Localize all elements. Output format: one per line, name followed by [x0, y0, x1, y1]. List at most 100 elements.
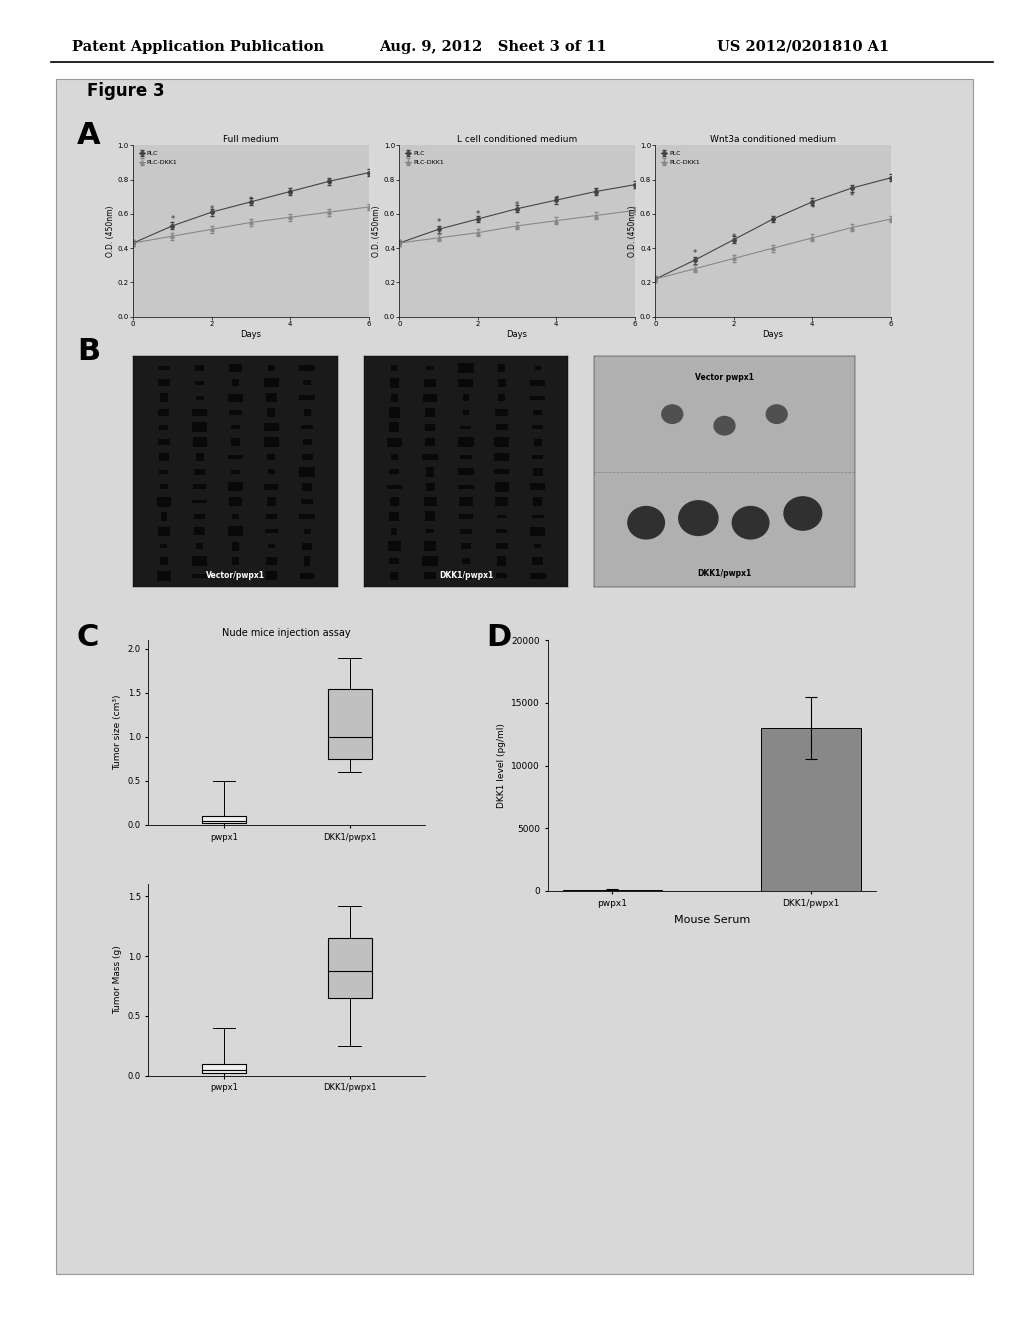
Bar [531, 425, 544, 429]
Bar [534, 409, 542, 416]
Legend: PLC, PLC-DKK1: PLC, PLC-DKK1 [136, 148, 180, 168]
Bar [195, 527, 205, 536]
Bar [529, 573, 546, 578]
Bar [302, 543, 312, 549]
Bar [530, 396, 545, 400]
Bar [228, 527, 243, 536]
Bar [425, 511, 435, 521]
Bar [463, 393, 469, 401]
Bar [426, 366, 434, 371]
Bar [228, 483, 243, 491]
Bar [389, 512, 399, 520]
Bar [389, 422, 399, 433]
Text: DKK1/pwpx1: DKK1/pwpx1 [697, 569, 752, 578]
Bar [302, 454, 312, 459]
Bar [158, 379, 170, 387]
Bar [531, 515, 544, 519]
Bar [496, 543, 508, 549]
Title: Nude mice injection assay: Nude mice injection assay [222, 628, 351, 638]
Circle shape [628, 507, 665, 539]
Bar [193, 437, 207, 447]
Bar [391, 454, 397, 459]
Text: *: * [436, 218, 440, 227]
Bar [268, 470, 274, 474]
Text: C: C [77, 623, 99, 652]
Bar [497, 573, 507, 578]
Text: *: * [554, 194, 558, 203]
Bar [159, 454, 169, 461]
Bar [495, 437, 509, 447]
Bar [228, 455, 243, 459]
Bar [195, 381, 205, 384]
Bar [495, 498, 509, 506]
Bar [461, 425, 471, 429]
X-axis label: Days: Days [241, 330, 261, 339]
Circle shape [679, 500, 718, 536]
Bar [387, 437, 401, 447]
Bar [761, 727, 860, 891]
Y-axis label: DKK1 level (pg/ml): DKK1 level (pg/ml) [497, 723, 506, 808]
Bar [390, 498, 398, 506]
Text: A: A [77, 121, 100, 150]
Bar [191, 500, 208, 503]
Bar [231, 379, 240, 387]
Bar [196, 364, 204, 371]
Circle shape [714, 416, 735, 434]
Bar [390, 378, 398, 388]
Bar [161, 544, 167, 548]
Bar [458, 437, 474, 447]
Bar [202, 1064, 246, 1073]
Bar [264, 424, 279, 432]
Text: B: B [77, 337, 100, 366]
Title: Full medium: Full medium [223, 136, 279, 144]
Title: Wnt3a conditioned medium: Wnt3a conditioned medium [710, 136, 837, 144]
Bar [425, 408, 435, 417]
Bar [230, 470, 241, 474]
Bar [158, 527, 170, 536]
Bar [301, 499, 313, 504]
Bar [191, 409, 208, 416]
Bar [160, 557, 168, 565]
Text: *: * [210, 205, 214, 214]
Text: D: D [486, 623, 512, 652]
Bar [302, 483, 312, 491]
Bar [530, 483, 545, 490]
Bar [160, 393, 168, 403]
Bar [160, 484, 168, 490]
Bar [230, 425, 241, 429]
Bar [328, 689, 372, 759]
Bar [266, 572, 276, 581]
Text: US 2012/0201810 A1: US 2012/0201810 A1 [717, 40, 889, 54]
Bar [228, 498, 243, 506]
Y-axis label: O.D. (450nm): O.D. (450nm) [372, 205, 381, 257]
Bar [196, 454, 204, 461]
Text: *: * [328, 181, 332, 190]
Bar [497, 515, 507, 519]
Bar [426, 467, 434, 477]
Bar [304, 556, 310, 566]
Bar [267, 454, 275, 459]
Bar [195, 515, 205, 519]
Circle shape [662, 405, 683, 424]
Bar [301, 425, 313, 429]
Bar [299, 364, 315, 371]
Bar [496, 409, 508, 416]
X-axis label: Days: Days [507, 330, 527, 339]
Text: *: * [170, 215, 174, 224]
Bar [462, 558, 470, 564]
Bar [532, 557, 543, 565]
Bar [425, 424, 435, 432]
Y-axis label: Tumor size (cm³): Tumor size (cm³) [114, 694, 122, 771]
Bar [299, 395, 315, 400]
Bar [532, 469, 543, 475]
Text: *: * [771, 218, 775, 227]
Bar [299, 513, 315, 519]
Bar [460, 573, 472, 578]
Bar [535, 366, 541, 370]
Bar [157, 496, 171, 507]
Text: DKK1/pwpx1: DKK1/pwpx1 [439, 572, 493, 581]
Bar [265, 513, 278, 519]
Bar [300, 573, 314, 579]
Bar [389, 558, 399, 564]
Bar [426, 483, 434, 491]
